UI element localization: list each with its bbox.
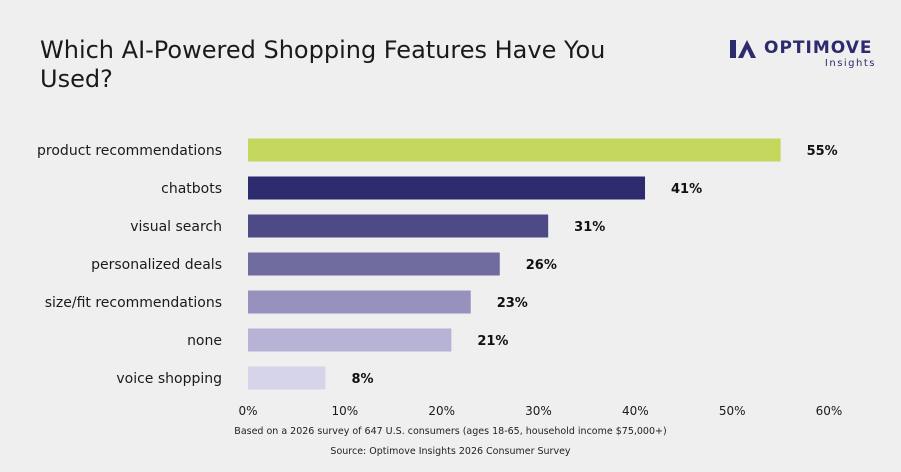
data-label: 26% [526,258,557,273]
page-title: Which AI-Powered Shopping Features Have … [40,36,606,93]
optimove-logo-icon [730,40,756,58]
category-label: visual search [130,219,222,235]
bar [248,138,781,162]
data-label: 55% [807,144,838,159]
optimove-logo: OPTIMOVE Insights [730,38,880,72]
survey-note: Based on a 2026 survey of 647 U.S. consu… [234,426,667,437]
bar [248,176,646,200]
category-label: size/fit recommendations [45,295,222,311]
bar [248,290,471,314]
logo-subtitle: Insights [824,58,876,69]
bar [248,252,500,276]
x-tick-label: 60% [816,404,843,418]
data-label: 41% [671,182,702,197]
category-label: product recommendations [37,143,222,159]
x-tick-label: 50% [719,404,746,418]
logo-name: OPTIMOVE [764,38,873,58]
data-label: 8% [351,372,373,387]
x-tick-label: 10% [331,404,358,418]
data-label: 21% [477,334,508,349]
category-label: personalized deals [91,257,222,273]
source-note: Source: Optimove Insights 2026 Consumer … [330,446,571,457]
data-label: 31% [574,220,605,235]
category-label: none [187,333,222,349]
bar [248,328,452,352]
category-label: chatbots [161,181,222,197]
category-label: voice shopping [116,371,222,387]
bar [248,214,549,238]
x-tick-label: 20% [428,404,455,418]
bar [248,366,326,390]
data-label: 23% [497,296,528,311]
x-tick-label: 30% [525,404,552,418]
x-tick-label: 0% [238,404,257,418]
x-tick-label: 40% [622,404,649,418]
